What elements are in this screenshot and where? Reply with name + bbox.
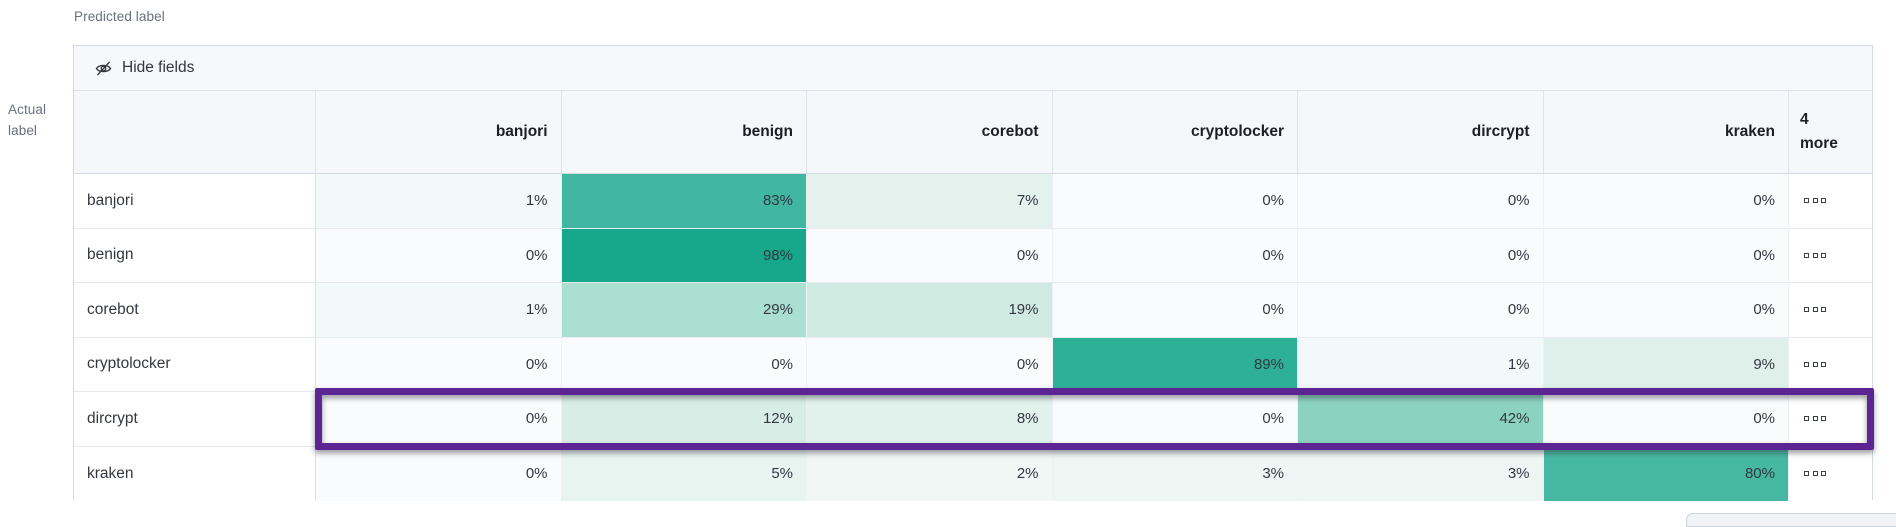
cell-dircrypt-cryptolocker[interactable]: 0% (1052, 392, 1298, 447)
confusion-matrix-grid: Hide fields banjori benign corebot cryptolo… (73, 45, 1874, 501)
cell-benign-benign[interactable]: 98% (561, 228, 807, 283)
hide-fields-label: Hide fields (122, 59, 195, 76)
matrix-body: banjori 1% 83% 7% 0% 0% 0% benign 0% 98% 0% 0% 0% 0% c… (74, 174, 1874, 501)
column-header-benign[interactable]: benign (562, 91, 807, 173)
column-header-more[interactable]: 4 more (1789, 91, 1872, 173)
boxes-horizontal-icon (1812, 361, 1818, 367)
more-label: more (1800, 135, 1838, 152)
row-actions-button[interactable] (1789, 446, 1872, 501)
cell-corebot-benign[interactable]: 29% (561, 283, 807, 338)
cell-banjori-banjori[interactable]: 1% (316, 174, 562, 229)
row-actions-button[interactable] (1789, 337, 1872, 392)
matrix-row-cryptolocker: cryptolocker 0% 0% 0% 89% 1% 9% (74, 337, 1872, 392)
row-label-dircrypt: dircrypt (74, 392, 316, 447)
column-header-kraken[interactable]: kraken (1544, 91, 1789, 173)
row-label-banjori: banjori (74, 174, 316, 229)
boxes-horizontal-icon (1804, 252, 1809, 258)
cell-benign-dircrypt[interactable]: 0% (1298, 228, 1544, 283)
cell-dircrypt-kraken[interactable]: 0% (1543, 392, 1789, 447)
cell-banjori-benign[interactable]: 83% (561, 174, 807, 229)
column-header-cryptolocker[interactable]: cryptolocker (1053, 91, 1298, 173)
eye-slash-icon (94, 59, 113, 78)
cell-dircrypt-corebot[interactable]: 8% (807, 392, 1053, 447)
cell-corebot-banjori[interactable]: 1% (316, 283, 562, 338)
matrix-row-corebot: corebot 1% 29% 19% 0% 0% 0% (74, 283, 1872, 338)
column-header-corebot[interactable]: corebot (807, 91, 1053, 173)
matrix-row-banjori: banjori 1% 83% 7% 0% 0% 0% (74, 174, 1872, 229)
row-label-cryptolocker: cryptolocker (74, 337, 316, 392)
boxes-horizontal-icon (1821, 471, 1826, 477)
cell-banjori-kraken[interactable]: 0% (1543, 174, 1789, 229)
cell-benign-kraken[interactable]: 0% (1543, 228, 1789, 283)
cell-cryptolocker-cryptolocker[interactable]: 89% (1052, 337, 1298, 392)
cell-cryptolocker-banjori[interactable]: 0% (316, 337, 562, 392)
cell-corebot-kraken[interactable]: 0% (1543, 283, 1789, 338)
row-actions-button[interactable] (1789, 283, 1872, 338)
matrix-row-dircrypt: dircrypt 0% 12% 8% 0% 42% 0% (74, 387, 1874, 450)
cell-kraken-kraken[interactable]: 80% (1543, 446, 1789, 501)
column-header-dircrypt[interactable]: dircrypt (1298, 91, 1544, 173)
cell-benign-corebot[interactable]: 0% (807, 228, 1053, 283)
boxes-horizontal-icon (1821, 198, 1826, 204)
cell-corebot-dircrypt[interactable]: 0% (1298, 283, 1544, 338)
cell-corebot-corebot[interactable]: 19% (807, 283, 1053, 338)
predicted-label: Predicted label (74, 9, 165, 24)
boxes-horizontal-icon (1804, 361, 1809, 367)
corner-header-cell (74, 91, 316, 173)
boxes-horizontal-icon (1821, 416, 1826, 422)
header-row: banjori benign corebot cryptolocker dircrypt… (74, 91, 1872, 174)
cell-kraken-benign[interactable]: 5% (561, 446, 807, 501)
row-label-corebot: corebot (74, 283, 316, 338)
horizontal-scrollbar[interactable] (1686, 513, 1896, 527)
cell-benign-banjori[interactable]: 0% (316, 228, 562, 283)
row-actions-button[interactable] (1789, 392, 1872, 447)
cell-banjori-dircrypt[interactable]: 0% (1298, 174, 1544, 229)
boxes-horizontal-icon (1812, 471, 1818, 477)
row-actions-button[interactable] (1789, 228, 1872, 283)
actual-label-line1: Actual (8, 102, 47, 117)
boxes-horizontal-icon (1812, 416, 1818, 422)
cell-cryptolocker-corebot[interactable]: 0% (807, 337, 1053, 392)
boxes-horizontal-icon (1804, 198, 1809, 204)
column-header-banjori[interactable]: banjori (316, 91, 562, 173)
more-count: 4 (1800, 111, 1809, 128)
cell-dircrypt-benign[interactable]: 12% (561, 392, 807, 447)
actual-label-line2: label (8, 123, 38, 138)
cell-cryptolocker-benign[interactable]: 0% (561, 337, 807, 392)
actual-label: Actual label (8, 99, 66, 141)
matrix-row-benign: benign 0% 98% 0% 0% 0% 0% (74, 228, 1872, 283)
cell-kraken-corebot[interactable]: 2% (807, 446, 1053, 501)
boxes-horizontal-icon (1804, 471, 1809, 477)
row-actions-button[interactable] (1789, 174, 1872, 229)
cell-kraken-banjori[interactable]: 0% (316, 446, 562, 501)
cell-dircrypt-dircrypt[interactable]: 42% (1298, 392, 1544, 447)
row-label-benign: benign (74, 228, 316, 283)
cell-kraken-cryptolocker[interactable]: 3% (1052, 446, 1298, 501)
boxes-horizontal-icon (1821, 252, 1826, 258)
cell-kraken-dircrypt[interactable]: 3% (1298, 446, 1544, 501)
boxes-horizontal-icon (1821, 361, 1826, 367)
cell-cryptolocker-kraken[interactable]: 9% (1543, 337, 1789, 392)
cell-banjori-corebot[interactable]: 7% (807, 174, 1053, 229)
boxes-horizontal-icon (1812, 198, 1818, 204)
cell-corebot-cryptolocker[interactable]: 0% (1052, 283, 1298, 338)
boxes-horizontal-icon (1812, 307, 1818, 313)
cell-dircrypt-banjori[interactable]: 0% (316, 392, 562, 447)
hide-fields-button[interactable]: Hide fields (94, 59, 194, 78)
cell-banjori-cryptolocker[interactable]: 0% (1052, 174, 1298, 229)
boxes-horizontal-icon (1804, 307, 1809, 313)
cell-cryptolocker-dircrypt[interactable]: 1% (1298, 337, 1544, 392)
boxes-horizontal-icon (1812, 252, 1818, 258)
matrix-row-kraken: kraken 0% 5% 2% 3% 3% 80% (74, 446, 1872, 501)
boxes-horizontal-icon (1804, 416, 1809, 422)
boxes-horizontal-icon (1821, 307, 1826, 313)
grid-toolbar: Hide fields (74, 46, 1872, 91)
cell-benign-cryptolocker[interactable]: 0% (1052, 228, 1298, 283)
row-label-kraken: kraken (74, 446, 316, 501)
